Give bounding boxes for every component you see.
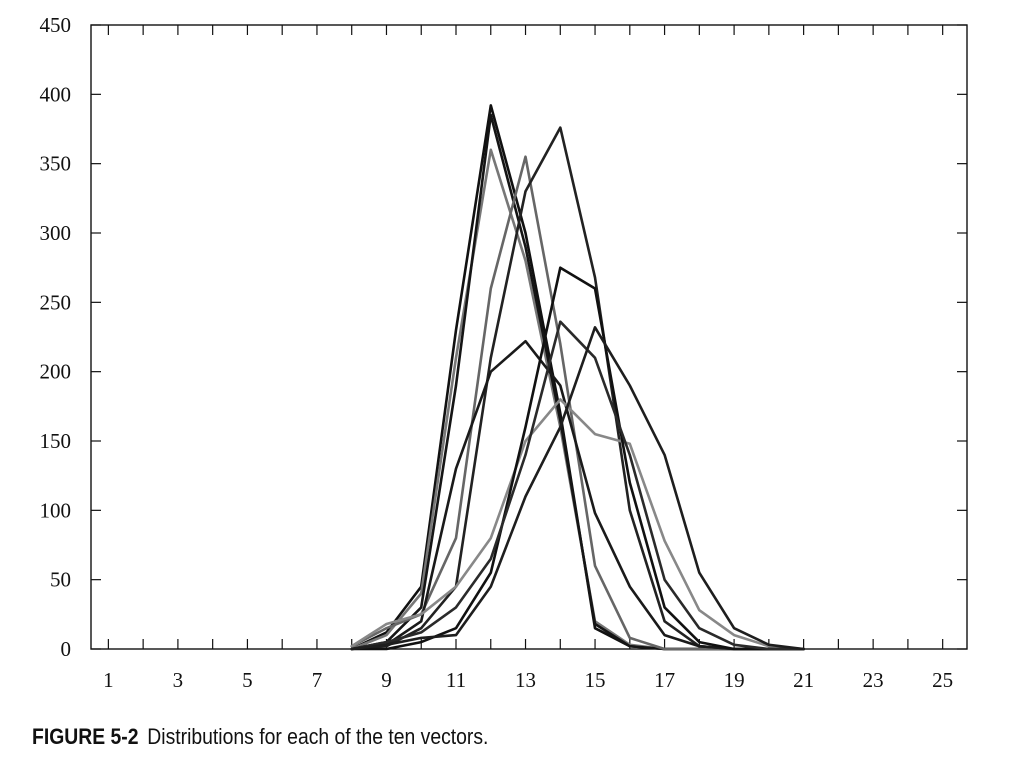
y-tick-label: 300 bbox=[40, 221, 72, 245]
y-tick-label: 50 bbox=[50, 568, 71, 592]
series-line-3 bbox=[350, 113, 805, 651]
caption-text: Distributions for each of the ten vector… bbox=[147, 724, 489, 749]
plot-frame bbox=[90, 24, 968, 650]
series-line-2 bbox=[350, 148, 805, 651]
y-tick-label: 400 bbox=[40, 82, 72, 106]
x-tick-label: 5 bbox=[242, 668, 253, 692]
series-line-6 bbox=[350, 339, 805, 651]
x-tick-label: 19 bbox=[724, 668, 745, 692]
series-line-8 bbox=[350, 266, 805, 651]
series-layer bbox=[350, 104, 805, 651]
x-tick-label: 11 bbox=[446, 668, 466, 692]
x-tick-label: 23 bbox=[863, 668, 884, 692]
y-tick-label: 150 bbox=[40, 429, 72, 453]
x-tick-label: 17 bbox=[654, 668, 675, 692]
y-tick-label: 450 bbox=[40, 13, 72, 37]
figure-caption: FIGURE 5-2 Distributions for each of the … bbox=[32, 724, 488, 750]
series-line-4 bbox=[350, 155, 805, 651]
y-tick-label: 250 bbox=[40, 290, 72, 314]
y-tick-label: 200 bbox=[40, 360, 72, 384]
x-tick-label: 21 bbox=[793, 668, 814, 692]
x-tick-label: 13 bbox=[515, 668, 536, 692]
axis-ticks bbox=[91, 24, 967, 650]
series-line-9 bbox=[350, 320, 805, 651]
series-line-7 bbox=[350, 398, 805, 651]
x-tick-label: 15 bbox=[585, 668, 606, 692]
line-chart: 1 3 5 7 9 11 13 15 17 19 21 23 250501001502002503003… bbox=[40, 13, 968, 692]
x-tick-label: 3 bbox=[173, 668, 184, 692]
series-line-10 bbox=[350, 325, 805, 651]
series-line-5 bbox=[350, 126, 805, 651]
y-tick-label: 100 bbox=[40, 498, 72, 522]
tick-labels: 1 3 5 7 9 11 13 15 17 19 21 23 250501001502002503003… bbox=[40, 13, 954, 692]
x-tick-label: 25 bbox=[932, 668, 953, 692]
y-tick-label: 0 bbox=[61, 637, 72, 661]
y-tick-label: 350 bbox=[40, 152, 72, 176]
x-tick-label: 1 bbox=[103, 668, 114, 692]
x-tick-label: 7 bbox=[312, 668, 323, 692]
x-tick-label: 9 bbox=[381, 668, 392, 692]
figure-label: FIGURE 5-2 bbox=[32, 724, 139, 749]
